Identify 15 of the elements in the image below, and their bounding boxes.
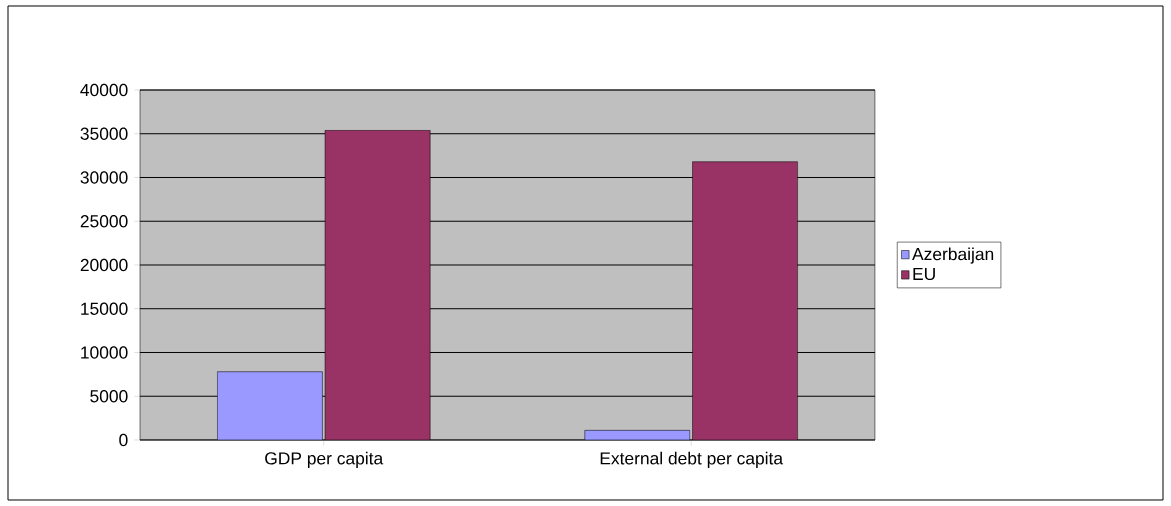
y-tick-label: 40000 [80,83,128,97]
legend-label: EU [913,267,935,281]
y-tick-label: 20000 [80,258,128,272]
x-tick-label: GDP per capita [265,451,384,468]
y-tick-label: 0 [119,433,128,447]
bar [692,161,798,440]
y-tick-label: 25000 [80,215,128,228]
y-tick-label: 5000 [90,390,128,403]
y-tick-label: 10000 [81,346,128,359]
x-tick-label: External debt per capita [600,451,784,468]
bar [324,129,431,440]
y-tick-label: 35000 [80,127,128,140]
y-tick-label: 30000 [80,171,128,184]
y-tick-label: 15000 [81,302,128,315]
legend-label: Azerbaijan [912,247,994,264]
